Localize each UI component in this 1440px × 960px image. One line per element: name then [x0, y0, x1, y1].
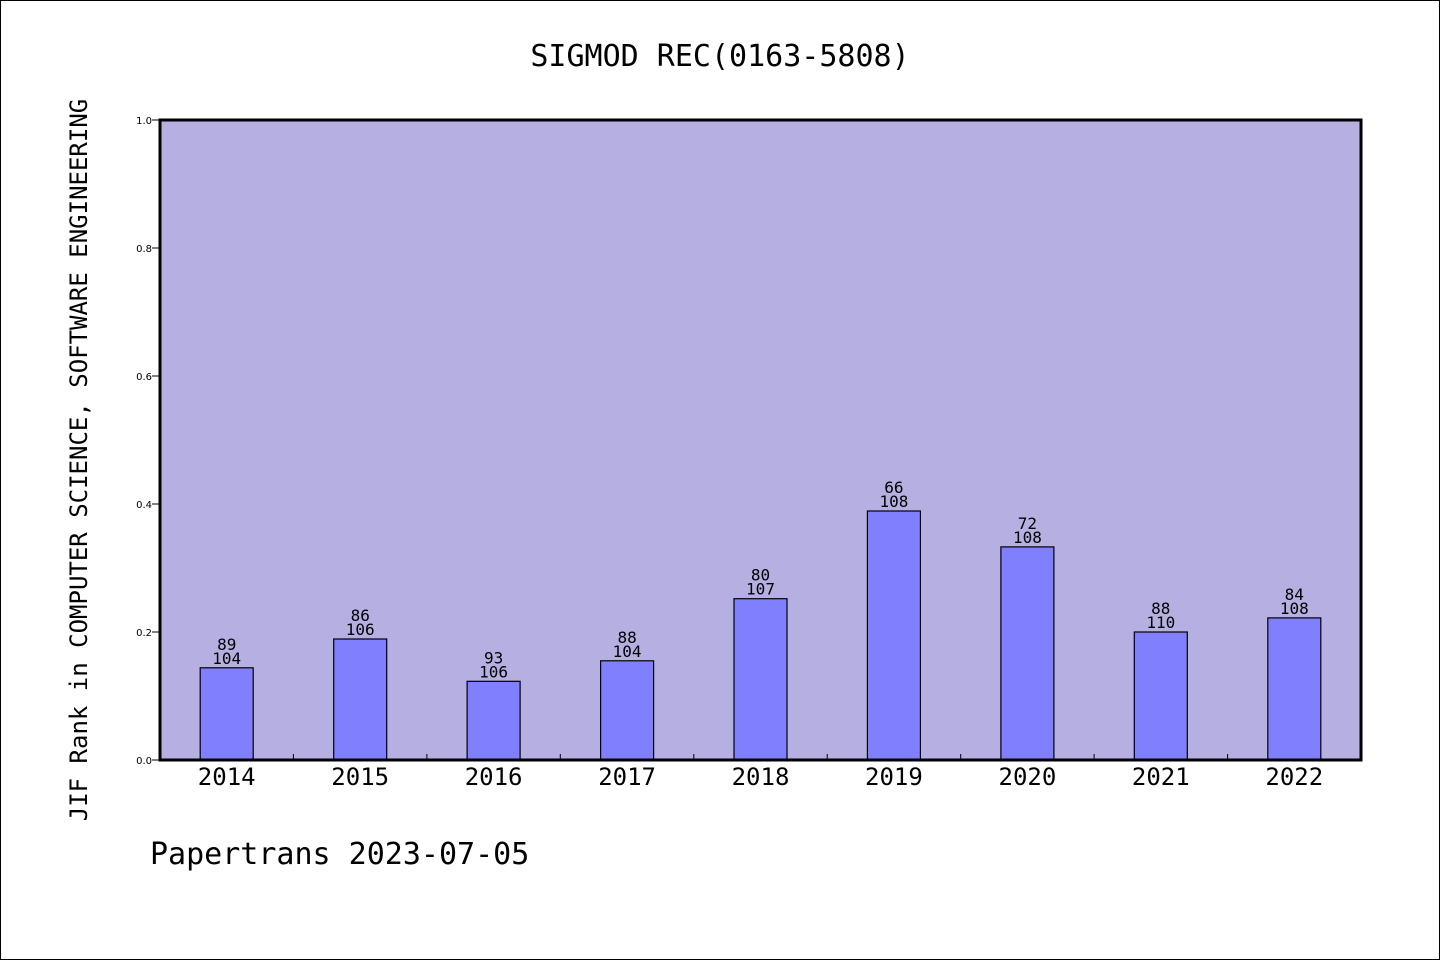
bar-total-label-2018: 107 — [746, 580, 775, 599]
bar-2015 — [333, 638, 388, 761]
bar-total-label-2022: 108 — [1280, 599, 1309, 618]
bar-2017 — [599, 660, 655, 761]
bar-rank-label-2019: 66 — [884, 478, 903, 497]
bar-rank-label-2021: 88 — [1151, 599, 1170, 618]
bars-group — [199, 510, 1322, 761]
bar-total-label-2021: 110 — [1146, 613, 1175, 632]
plot-border — [158, 118, 1363, 762]
bar-total-label-2016: 106 — [479, 662, 508, 681]
y-tick-label: 0.0 — [136, 756, 152, 767]
bar-2020 — [1000, 546, 1055, 761]
x-tick-label-2016: 2016 — [465, 763, 523, 791]
bar-2018 — [733, 598, 788, 761]
y-axis: 0.0 0.2 0.4 0.6 0.8 1.0 — [136, 116, 160, 767]
bar-rank-label-2016: 93 — [484, 648, 503, 667]
bar-2022 — [1267, 617, 1322, 761]
bar-2014 — [199, 667, 254, 761]
bar-total-label-2015: 106 — [346, 620, 375, 639]
bar-rank-label-2020: 72 — [1018, 514, 1037, 533]
bar-rank-label-2018: 80 — [751, 566, 770, 585]
bar-total-label-2014: 104 — [212, 649, 241, 668]
x-tick-label-2017: 2017 — [598, 763, 656, 791]
chart-title: SIGMOD REC(0163-5808) — [530, 39, 909, 74]
x-tick-label-2015: 2015 — [331, 763, 389, 791]
bar-labels-group: 8910486106931068810480107661087210888110… — [212, 478, 1309, 681]
bar-2019 — [866, 510, 922, 761]
y-tick-label: 1.0 — [136, 116, 152, 127]
bar-total-label-2019: 108 — [879, 492, 908, 511]
y-tick-label: 0.2 — [136, 628, 152, 639]
x-tick-label-2018: 2018 — [732, 763, 790, 791]
footer-text: Papertrans 2023-07-05 — [150, 837, 529, 872]
y-tick-label: 0.6 — [136, 372, 152, 383]
bar-rank-label-2017: 88 — [617, 628, 636, 647]
bar-rank-label-2015: 86 — [351, 606, 370, 625]
bar-rank-label-2022: 84 — [1285, 585, 1304, 604]
bar-rank-label-2014: 89 — [217, 635, 236, 654]
x-tick-label-2019: 2019 — [865, 763, 923, 791]
bar-total-label-2017: 104 — [613, 642, 642, 661]
y-tick-label: 0.4 — [136, 500, 152, 511]
bar-2016 — [466, 680, 521, 761]
x-tick-label-2022: 2022 — [1265, 763, 1323, 791]
x-axis: 2014 2015 2016 2017 2018 2019 2020 2021 2022 — [198, 754, 1323, 791]
x-tick-label-2014: 2014 — [198, 763, 256, 791]
x-tick-label-2020: 2020 — [999, 763, 1057, 791]
bar-total-label-2020: 108 — [1013, 528, 1042, 547]
bar-2021 — [1133, 631, 1188, 761]
y-axis-label: JIF Rank in COMPUTER SCIENCE, SOFTWARE E… — [65, 99, 93, 821]
y-tick-label: 0.8 — [136, 244, 152, 255]
x-tick-label-2021: 2021 — [1132, 763, 1190, 791]
